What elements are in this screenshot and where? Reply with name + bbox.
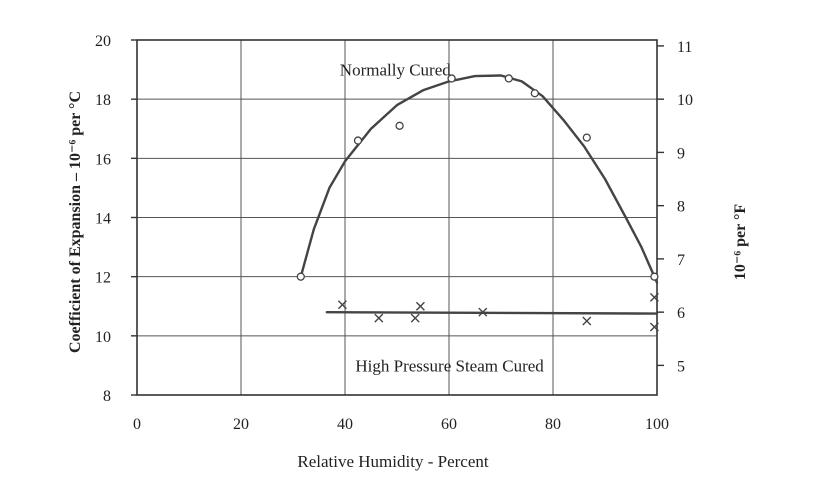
- normally-cured-point: [447, 74, 456, 83]
- x-tick-label: 40: [337, 416, 353, 433]
- steam-cured-point: [649, 292, 659, 302]
- x-axis-ticks: 0 20 40 60 80 100: [133, 416, 669, 433]
- steam-cured-point-stroke: [649, 322, 659, 332]
- steam-cured-point-stroke: [410, 313, 420, 323]
- steam-cured-point: [649, 322, 659, 332]
- steam-cured-point: [374, 313, 384, 323]
- x-tick-label: 20: [233, 416, 249, 433]
- right-y-tick-label: 7: [677, 252, 685, 269]
- x-tick-label: 80: [545, 416, 561, 433]
- left-y-tick-label: 16: [95, 151, 111, 168]
- annotations: Normally Cured High Pressure Steam Cured: [340, 61, 544, 376]
- left-y-tick-label: 12: [95, 270, 111, 287]
- right-y-tick-label: 6: [677, 305, 685, 322]
- steam-cured-point-stroke: [478, 307, 488, 317]
- normally-cured-point: [296, 272, 305, 281]
- steam-cured-point: [478, 307, 488, 317]
- x-axis-title: Relative Humidity - Percent: [297, 452, 488, 471]
- left-y-axis-title: Coefficient of Expansion – 10⁻⁶ per °C: [67, 91, 84, 353]
- annotation-label: High Pressure Steam Cured: [355, 356, 544, 375]
- steam-cured-line: [325, 311, 659, 315]
- left-y-axis-ticks: 8 10 12 14 16 18 20: [95, 33, 137, 405]
- steam-cured-point-stroke: [415, 301, 425, 311]
- steam-cured-point: [582, 316, 592, 326]
- right-y-tick-label: 9: [677, 145, 685, 162]
- left-y-tick-label: 18: [95, 92, 111, 109]
- left-y-tick-label: 8: [103, 388, 111, 405]
- steam-cured-point-stroke: [374, 313, 384, 323]
- data-markers: [296, 74, 659, 332]
- x-tick-label: 60: [441, 416, 457, 433]
- right-y-tick-label: 10: [677, 92, 693, 109]
- grid: [137, 40, 657, 395]
- annotation-label: Normally Cured: [340, 61, 451, 80]
- steam-cured-point: [415, 301, 425, 311]
- steam-cured-point-stroke: [582, 316, 592, 326]
- normally-cured-point: [582, 133, 591, 142]
- normally-cured-point: [504, 74, 513, 83]
- left-y-tick-label: 20: [95, 33, 111, 50]
- right-y-tick-label: 11: [677, 39, 692, 56]
- x-tick-label: 0: [133, 416, 141, 433]
- right-y-tick-label: 5: [677, 358, 685, 375]
- normally-cured-curve: [299, 74, 659, 284]
- steam-cured-point: [337, 300, 347, 310]
- normally-cured-point: [353, 136, 363, 145]
- steam-cured-point: [410, 313, 420, 323]
- normally-cured-point: [650, 272, 659, 281]
- left-y-tick-label: 14: [95, 211, 111, 228]
- normally-cured-point: [530, 89, 539, 98]
- steam-cured-point-stroke: [337, 300, 347, 310]
- normally-cured-point: [395, 121, 404, 130]
- right-y-tick-label: 8: [677, 199, 685, 216]
- fit-curves: [299, 74, 659, 315]
- right-y-axis-ticks: 5 6 7 8 9 10 11: [657, 39, 693, 375]
- steam-cured-point-stroke: [649, 292, 659, 302]
- right-y-axis-title: 10⁻⁶ per °F: [732, 204, 749, 280]
- left-y-tick-label: 10: [95, 329, 111, 346]
- x-tick-label: 100: [645, 416, 669, 433]
